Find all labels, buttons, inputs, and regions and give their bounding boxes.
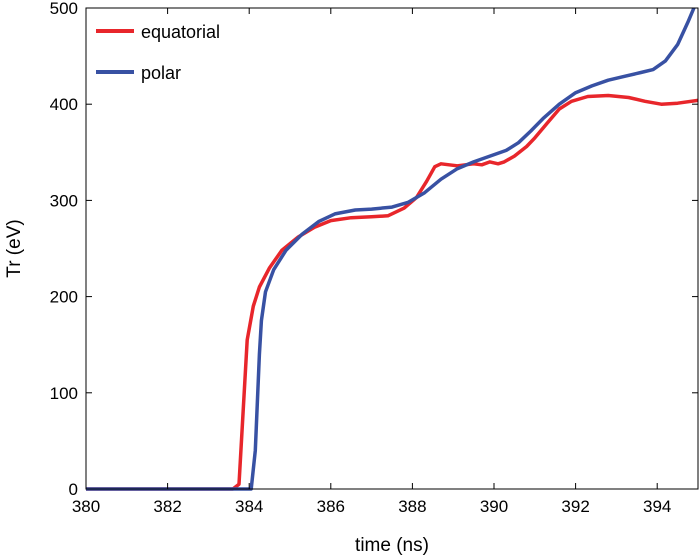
y-tick-label: 400 xyxy=(50,95,78,114)
x-tick-label: 390 xyxy=(480,497,508,516)
y-tick-label: 0 xyxy=(69,480,78,499)
y-tick-label: 300 xyxy=(50,191,78,210)
x-axis-label: time (ns) xyxy=(355,535,429,556)
y-tick-label: 200 xyxy=(50,288,78,307)
x-tick-label: 392 xyxy=(561,497,589,516)
plot-frame xyxy=(85,7,699,490)
x-tick-label: 394 xyxy=(643,497,671,516)
x-tick-label: 386 xyxy=(317,497,345,516)
x-axis: 380 382 384 386 388 390 392 394 xyxy=(72,8,671,516)
series-line-equatorial xyxy=(86,93,698,491)
x-tick-label: 380 xyxy=(72,497,100,516)
legend-label-equatorial: equatorial xyxy=(141,22,220,42)
y-tick-label: 100 xyxy=(50,384,78,403)
x-tick-label: 388 xyxy=(398,497,426,516)
x-tick-label: 384 xyxy=(235,497,263,516)
x-tick-label: 382 xyxy=(153,497,181,516)
y-axis: 0 100 200 300 400 500 xyxy=(50,0,698,499)
y-axis-label: Tr (eV) xyxy=(4,219,25,277)
series-line-polar xyxy=(86,7,696,491)
legend-label-polar: polar xyxy=(141,63,181,83)
series-layer xyxy=(86,7,698,491)
y-tick-label: 500 xyxy=(50,0,78,18)
legend: equatorial polar xyxy=(96,22,220,83)
